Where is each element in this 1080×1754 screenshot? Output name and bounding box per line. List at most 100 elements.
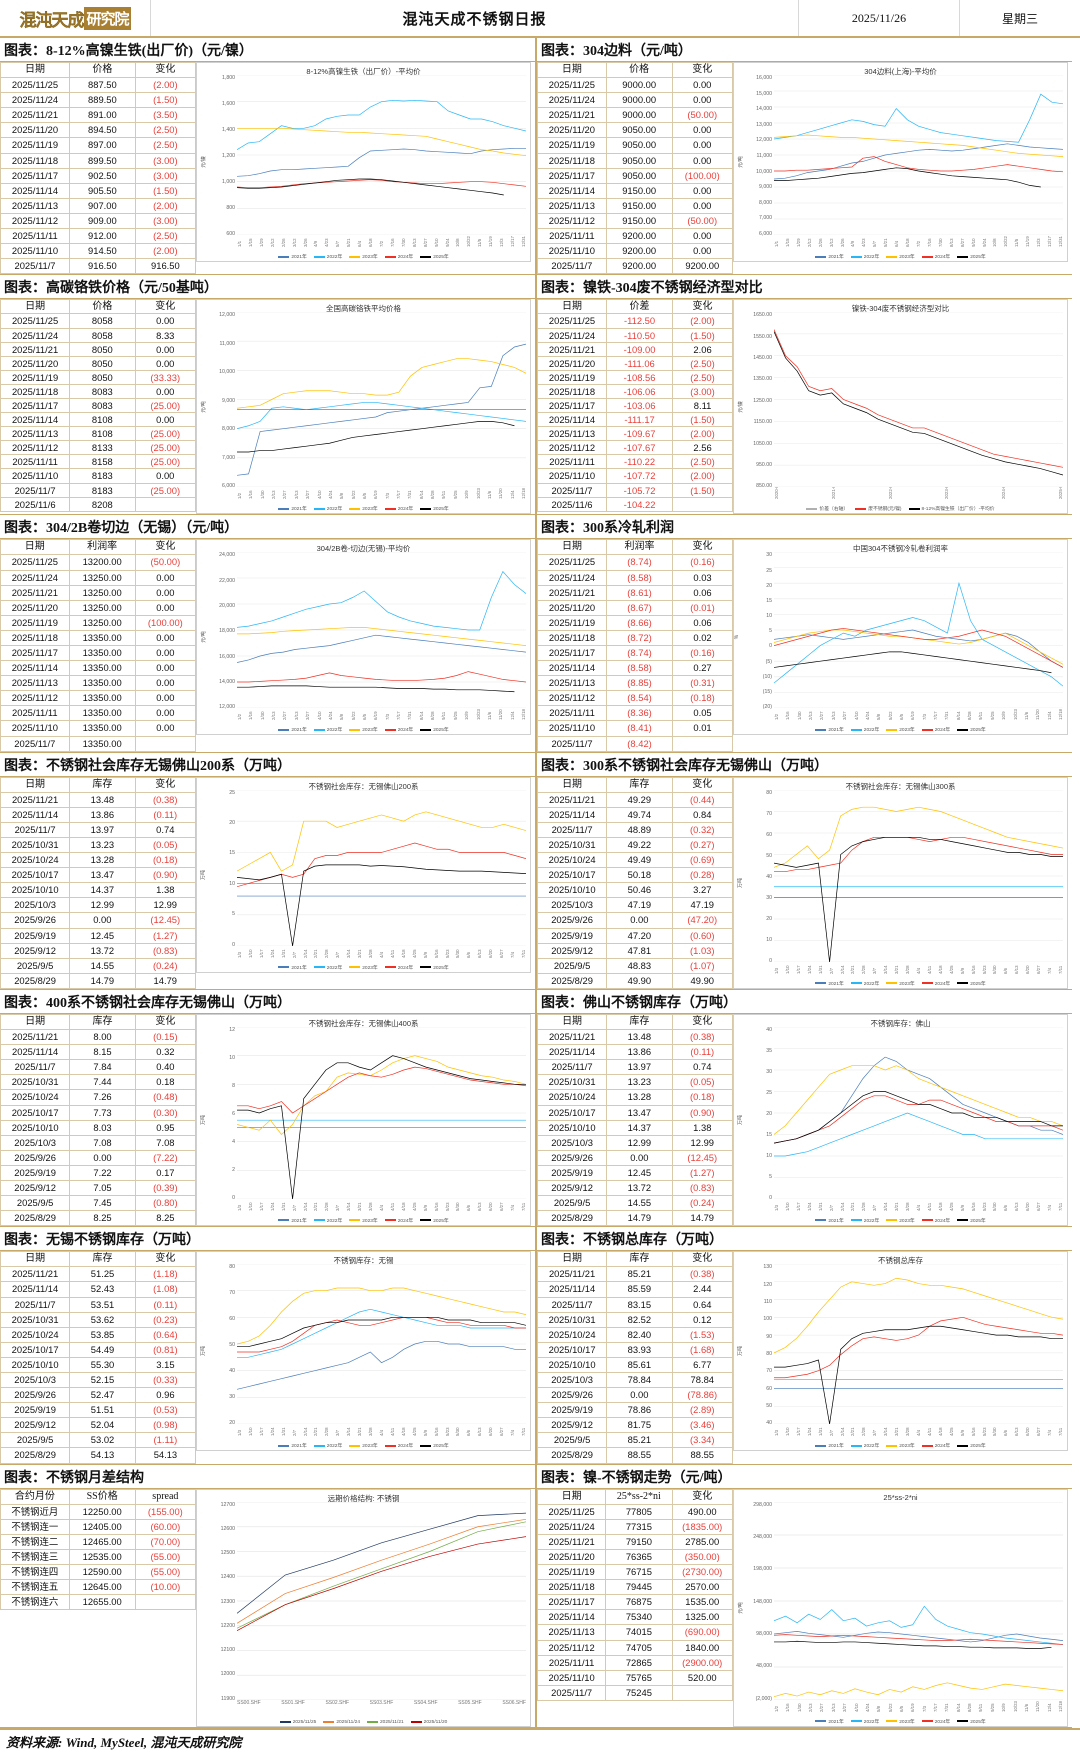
table-row: 2025/11/7 48.89 (0.32)	[536, 821, 734, 839]
y-tick-label: 20,000	[219, 602, 235, 609]
legend-swatch	[921, 1219, 933, 1222]
cell-2: 82.40	[606, 1326, 673, 1343]
y-tick-label: 40	[766, 1026, 772, 1033]
table-row: 2025/11/25 13200.00 (50.00)	[0, 554, 197, 571]
legend-swatch	[855, 507, 867, 510]
chart-x-ticks: 1/3 1/10 1/17 1/24 1/31 2/7 2/14 2/21 2/28 3/7 3/1…	[237, 1199, 526, 1211]
x-tick-label: 1/30	[796, 711, 802, 721]
legend-swatch	[957, 255, 969, 258]
y-tick-label: 60	[766, 831, 772, 838]
x-tick-label: 1/31	[280, 1202, 286, 1211]
y-tick-label: 600	[226, 231, 235, 237]
table-header: 日期 库存 变化	[536, 776, 734, 793]
x-tick-label: 5/22	[350, 711, 356, 721]
x-tick-label: 5/8	[876, 1705, 882, 1712]
column-header-3: 变化	[134, 1013, 197, 1031]
x-tick-label: 8/14	[955, 1703, 961, 1712]
cell-3: (1.50)	[672, 412, 733, 428]
legend-swatch	[921, 728, 933, 731]
cell-1: 2025/9/26	[0, 1387, 71, 1404]
cell-3: 0.00	[134, 468, 196, 484]
legend-label: 2023年	[362, 1444, 378, 1450]
x-tick-label: 5/16	[433, 1427, 439, 1437]
cell-1: 2025/9/12	[0, 1179, 71, 1197]
table-row: 2025/11/7 13.97 0.74	[536, 1059, 734, 1076]
y-tick-label: 60	[229, 1316, 235, 1323]
x-tick-label: 3/28	[905, 1202, 911, 1211]
x-tick-label: 10/23	[475, 709, 481, 721]
cell-3: 0.32	[134, 1044, 197, 1061]
y-tick-label: 4	[232, 1138, 235, 1145]
y-tick-label: 25	[766, 1089, 772, 1096]
cell-1: 2025/10/17	[536, 1341, 608, 1358]
y-tick-label: 20	[766, 582, 772, 589]
legend-label: 2021年	[291, 255, 307, 260]
y-tick-label: 8	[232, 1082, 235, 1089]
cell-2: 12.45	[606, 1164, 673, 1181]
cell-1: 2025/11/13	[536, 1624, 607, 1641]
cell-1: 2025/11/7	[536, 821, 608, 839]
x-tick-label: 3/7	[872, 967, 878, 974]
x-tick-label: 4/4	[915, 1430, 921, 1437]
y-tick-label: 11,000	[219, 340, 235, 347]
chart-panel: 304/2B卷-切边(无锡)-平均价 元/吨 24,000 22,000 20,000 1…	[196, 539, 531, 736]
x-tick-label: 3/21	[357, 1427, 363, 1437]
cell-3: (2.00)	[134, 243, 197, 260]
table-wrap: 日期 25*ss-2*ni 变化 2025/11/25 77805 490.00 2025/…	[536, 1488, 733, 1727]
table-row: 2025/11/12 -107.67 2.56	[536, 440, 733, 456]
series-line	[774, 1326, 1063, 1424]
cell-1: 2025/11/12	[537, 212, 607, 230]
column-header-2: 利润率	[606, 539, 674, 556]
legend-label: 2021年	[291, 728, 307, 734]
y-tick-label: (10)	[762, 673, 772, 680]
x-tick-label: 7/4	[1047, 967, 1053, 974]
cell-2: 12.99	[606, 1134, 673, 1151]
legend-label: 2023年	[899, 1218, 915, 1224]
chart-panel: 远期价格结构: 不锈钢 12700 12600 12500 12400 12300 1220…	[196, 1488, 531, 1727]
cell-3: 0.84	[671, 806, 734, 823]
cell-3: 0.00	[134, 690, 197, 707]
legend-swatch	[957, 982, 969, 985]
x-tick-label: 7/30	[400, 238, 406, 247]
cell-3	[134, 496, 196, 512]
y-tick-label: 1450.00	[753, 355, 772, 362]
cell-3: 0.00	[134, 313, 196, 329]
cell-1: 2025/11/21	[0, 584, 70, 601]
table-row: 2025/10/3 12.99 12.99	[0, 897, 197, 914]
x-tick-label: 2021-01-02	[830, 487, 836, 500]
legend-item: 2022年	[313, 505, 342, 512]
cell-3: (1.53)	[671, 1326, 734, 1343]
column-header-1: 日期	[0, 1251, 71, 1268]
chart-legend: 2021年 2022年 2023年 2024年 2025年	[197, 964, 530, 971]
table-header-row: 日期 库存 变化	[0, 1251, 197, 1268]
x-tick-label: 7/30	[937, 238, 943, 247]
chart-y-ticks: 130 120 110 100 90 80 70 60 50 40	[742, 1264, 772, 1426]
chart-x-ticks: 1/1 1/15 1/29 2/12 2/26 3/12 3/26 4/9 4/23 5/7 5/2…	[774, 235, 1063, 247]
cell-2: -107.72	[606, 468, 674, 484]
cell-3: 520.00	[671, 1669, 733, 1686]
table-body: 2025/11/21 13.48 (0.38) 2025/11/14 13.86 (0.1…	[536, 1029, 734, 1227]
series-line	[237, 843, 526, 887]
x-tick-label: 5/8	[339, 714, 345, 721]
y-tick-label: 22,000	[219, 577, 235, 584]
x-tick-label: 3/12	[828, 238, 834, 247]
chart-title: 304/2B卷-切边(无锡)-平均价	[316, 544, 411, 554]
x-tick-label: 6/18	[905, 238, 911, 247]
x-tick-label: 4/11	[389, 1428, 395, 1437]
cell-1: 2025/11/11	[537, 228, 607, 245]
x-tick-label: 5/16	[970, 1202, 976, 1211]
data-table: 日期 库存 变化 2025/11/21 13.48 (0.38) 2025/11/14 13.…	[536, 1013, 734, 1227]
cell-3: 490.00	[671, 1503, 733, 1520]
legend-swatch	[957, 728, 969, 731]
x-tick-label: 3/13	[293, 711, 299, 721]
cell-2: 74705	[605, 1639, 673, 1656]
table-row: 2025/11/10 9200.00 0.00	[537, 243, 734, 260]
x-tick-label: 1/15	[247, 238, 253, 247]
y-tick-label: 130	[763, 1264, 772, 1271]
x-tick-label: 6/13	[1014, 1202, 1020, 1211]
cell-3: (50.00)	[671, 212, 734, 230]
cell-1: 2025/11/14	[0, 1281, 71, 1298]
series-line	[774, 1606, 1063, 1644]
chart-legend: 2021年 2022年 2023年 2024年 2025年	[734, 1442, 1067, 1449]
cell-2: 74015	[605, 1624, 673, 1641]
